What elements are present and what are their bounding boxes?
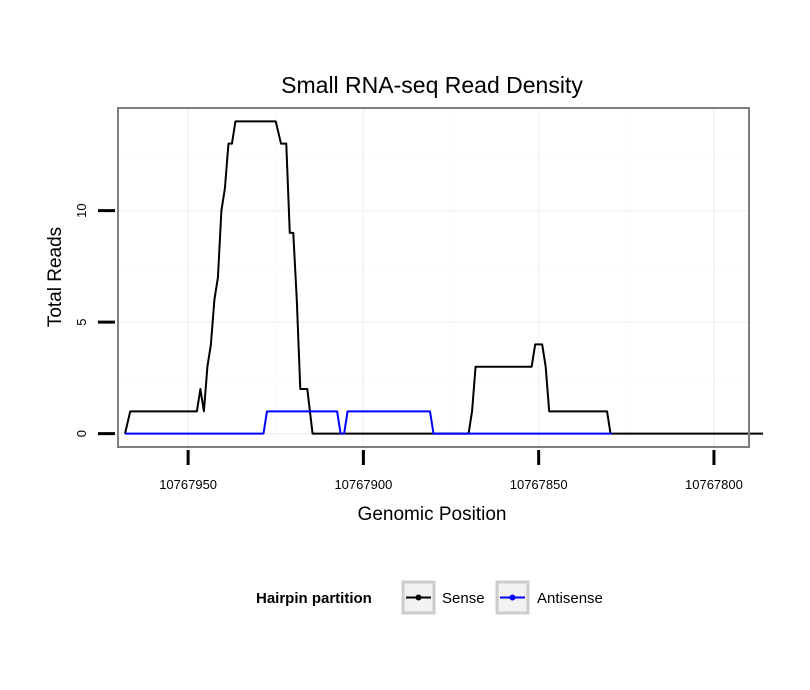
legend-item-sense: Sense [401,580,485,615]
legend-label-sense: Sense [442,590,485,607]
y-axis: 0 5 10 [74,203,115,437]
series-line-sense [124,120,764,435]
x-tick-label: 10767800 [685,477,743,492]
x-tick-label: 10767900 [334,477,392,492]
legend-dot-antisense [509,594,516,601]
plot-panel [118,108,749,447]
legend-title: Hairpin partition [256,590,372,607]
y-tick-label: 0 [74,430,89,437]
x-axis-label: Genomic Position [358,504,507,525]
y-tick-label: 5 [74,318,89,325]
legend: Hairpin partition Sense Antisense [256,580,603,615]
y-tick-label: 10 [74,203,89,217]
x-tick-label: 10767950 [159,477,217,492]
legend-label-antisense: Antisense [537,590,603,607]
x-axis: 10767950 10767900 10767850 10767800 [159,450,743,492]
legend-item-antisense: Antisense [495,580,603,615]
chart-title: Small RNA-seq Read Density [281,72,583,98]
series-line-antisense [125,410,613,435]
x-tick-label: 10767850 [510,477,568,492]
plot-border [117,107,750,448]
y-axis-label: Total Reads [45,227,66,327]
grid-minor [118,108,749,447]
legend-dot-sense [415,594,422,601]
series-layer [124,120,764,435]
